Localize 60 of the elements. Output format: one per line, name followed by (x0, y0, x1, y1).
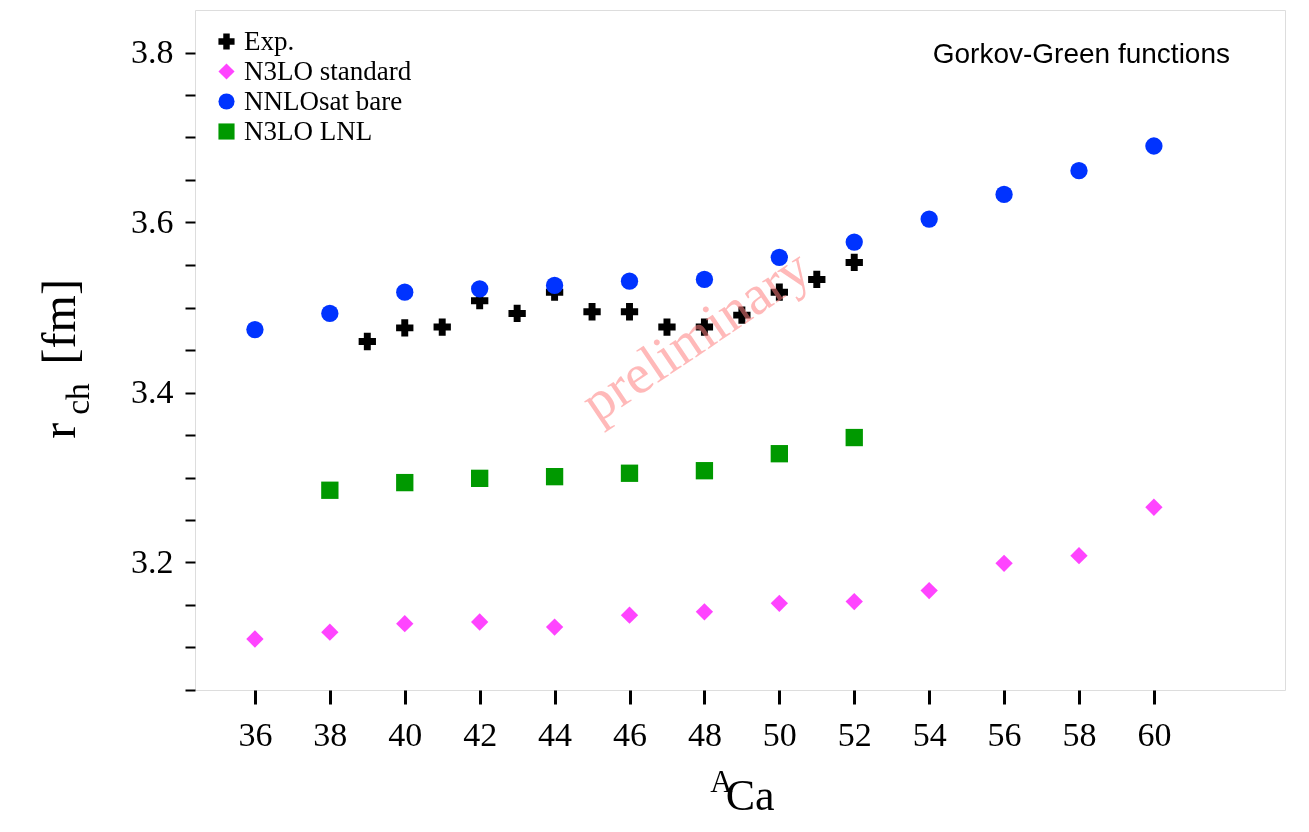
point (1145, 137, 1163, 155)
point (845, 592, 863, 611)
x-tick-label: 48 (687, 715, 722, 753)
point (845, 233, 863, 251)
point (246, 320, 264, 339)
point (358, 332, 376, 351)
point (545, 467, 564, 486)
x-tick-label: 58 (1062, 715, 1097, 753)
point (808, 270, 826, 289)
annotation: Gorkov-Green functions (932, 38, 1230, 69)
point (920, 581, 938, 600)
x-tick-label: 42 (463, 715, 498, 753)
point (995, 554, 1013, 573)
y-axis-title: rch [fm] (32, 279, 97, 439)
point (246, 630, 264, 648)
x-tick-label: 60 (1137, 715, 1172, 753)
y-tick-label: 3.6 (131, 203, 174, 240)
point (508, 304, 526, 323)
x-tick-label: 36 (238, 715, 273, 753)
y-tick-label: 3.8 (131, 33, 174, 70)
point (1145, 498, 1163, 516)
x-tick-label: 46 (613, 715, 647, 753)
point (1070, 547, 1088, 565)
point (995, 185, 1013, 204)
point (396, 283, 414, 301)
point (845, 253, 863, 272)
point (471, 613, 489, 631)
point (396, 473, 414, 492)
point (396, 319, 414, 337)
point (845, 428, 863, 447)
x-tick-label: 54 (912, 715, 947, 753)
point (695, 462, 714, 480)
legend-label: N3LO standard (244, 55, 412, 86)
point (321, 304, 339, 323)
legend-label: Exp. (244, 25, 295, 56)
point (770, 445, 788, 463)
x-tick-label: 40 (388, 715, 423, 753)
y-tick-label: 3.2 (131, 543, 174, 580)
point (433, 318, 451, 336)
point (545, 618, 564, 636)
point (321, 481, 339, 499)
x-tick-label: 56 (987, 715, 1022, 753)
x-tick-label: 52 (837, 715, 872, 753)
x-tick-label: 38 (313, 715, 348, 753)
legend-label: NNLOsat bare (244, 85, 403, 116)
point (321, 623, 339, 641)
point (1070, 162, 1088, 180)
point (920, 210, 938, 228)
point (770, 594, 788, 612)
point (471, 469, 489, 488)
x-tick-label: 50 (762, 715, 797, 753)
point (695, 603, 714, 621)
point (620, 606, 639, 624)
point (471, 280, 489, 298)
point (620, 464, 639, 482)
x-tick-label: 44 (538, 715, 573, 753)
legend-label: N3LO LNL (244, 115, 373, 146)
point (396, 615, 414, 633)
point (545, 276, 564, 295)
y-tick-label: 3.4 (131, 373, 174, 410)
